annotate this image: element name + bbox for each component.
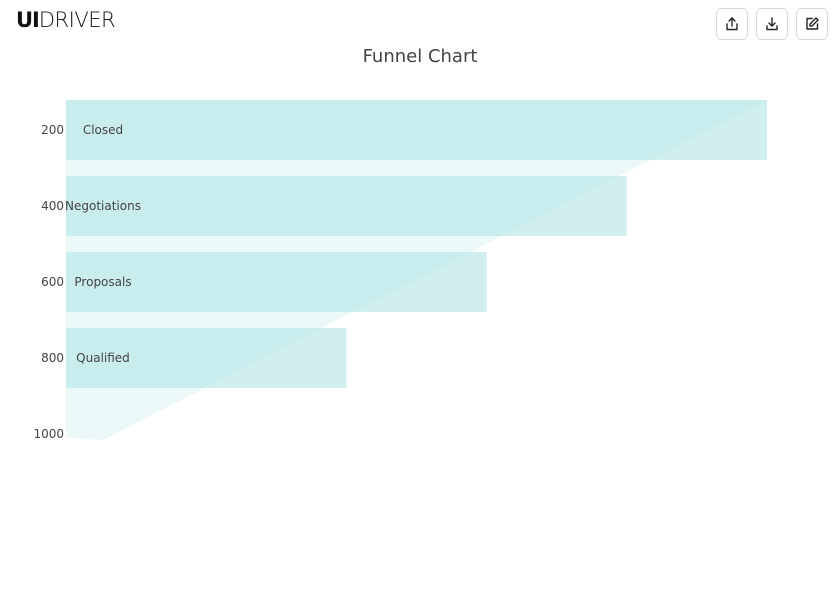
chart-toolbar (716, 8, 828, 40)
funnel-bar-closed (66, 100, 767, 160)
y-tick-label: 400 (41, 199, 64, 213)
download-button[interactable] (756, 8, 788, 40)
funnel-bar-negotiations (66, 176, 627, 236)
y-tick-label: 1000 (33, 427, 64, 441)
chart-title: Funnel Chart (363, 46, 478, 67)
bar-label-qualified: Qualified (76, 351, 130, 365)
logo-light-text: DRIVER (38, 8, 116, 32)
download-icon (766, 17, 778, 31)
bar-label-closed: Closed (83, 123, 123, 137)
uidriver-logo: UIDRIVER (16, 8, 116, 32)
share-icon (726, 17, 738, 31)
bar-label-proposals: Proposals (74, 275, 131, 289)
edit-icon (806, 17, 819, 30)
logo-bold-text: UI (16, 8, 40, 32)
y-tick-label: 800 (41, 351, 64, 365)
bar-label-negotiations: Negotiations (65, 199, 141, 213)
share-button[interactable] (716, 8, 748, 40)
y-tick-label: 200 (41, 123, 64, 137)
funnel-bar-proposals (66, 252, 487, 312)
edit-button[interactable] (796, 8, 828, 40)
y-tick-label: 600 (41, 275, 64, 289)
funnel-bar-qualified (66, 328, 347, 388)
